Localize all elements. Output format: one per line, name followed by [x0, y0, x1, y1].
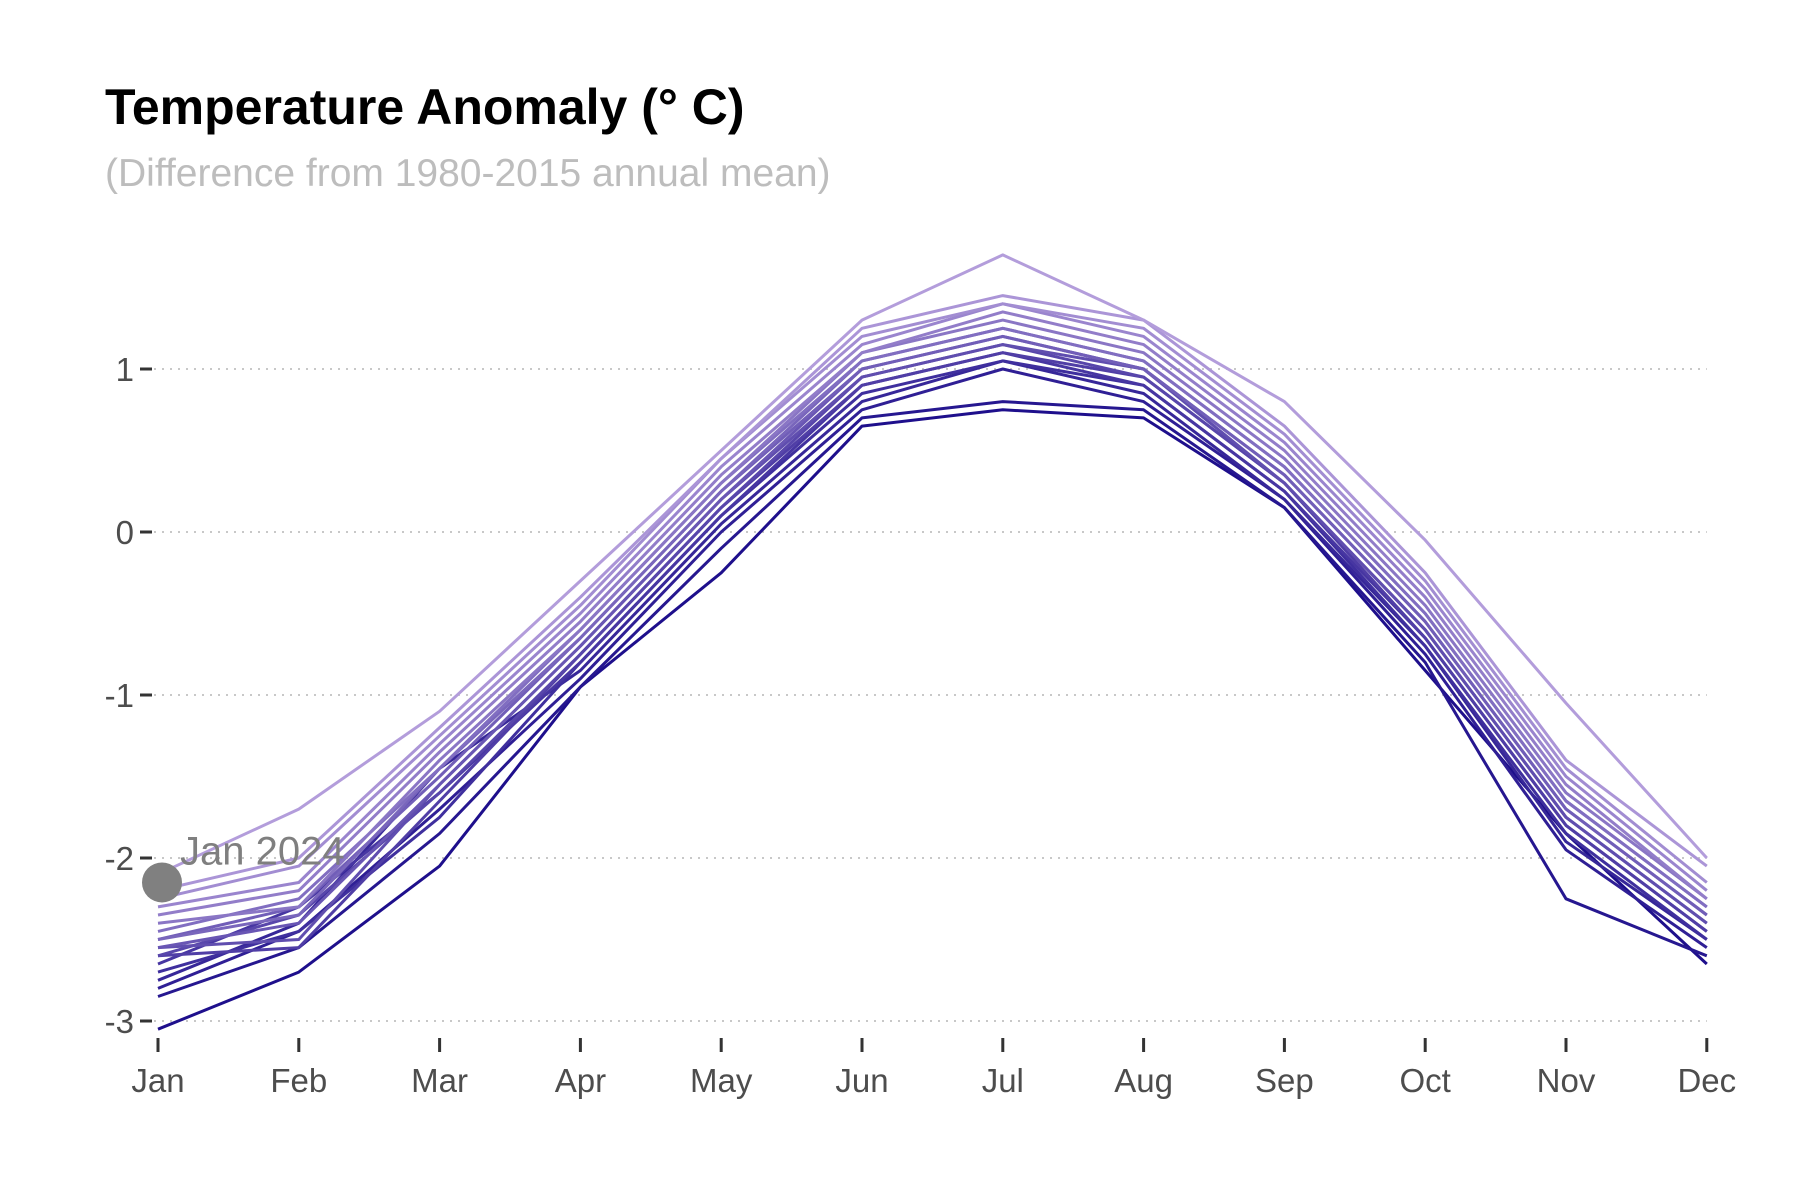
x-tick-label: Jan — [131, 1062, 184, 1099]
series-line — [157, 318, 1708, 925]
series-line — [157, 334, 1708, 941]
y-tick-label: -2 — [105, 840, 134, 877]
chart-subtitle: (Difference from 1980-2015 annual mean) — [105, 152, 831, 195]
series-line — [157, 343, 1708, 950]
y-tick-label: 0 — [116, 514, 134, 551]
x-tick-label: Aug — [1114, 1062, 1173, 1099]
y-tick-label: -3 — [105, 1003, 134, 1040]
series-line — [157, 326, 1708, 933]
series-line — [157, 408, 1708, 1031]
series-line — [157, 343, 1708, 958]
current-point-marker — [142, 862, 182, 903]
series-line — [157, 359, 1708, 974]
x-tick-label: Sep — [1255, 1062, 1314, 1099]
series-line — [157, 302, 1708, 909]
x-tick-label: Apr — [555, 1062, 606, 1099]
x-tick-label: May — [690, 1062, 753, 1099]
y-tick-label: -1 — [105, 677, 134, 714]
series-line — [157, 326, 1708, 941]
x-tick-label: Jun — [835, 1062, 888, 1099]
series-line — [157, 400, 1708, 998]
series-line — [157, 367, 1708, 990]
series-line — [157, 302, 1708, 901]
x-tick-label: Nov — [1537, 1062, 1596, 1099]
x-tick-label: Oct — [1400, 1062, 1451, 1099]
series-line — [157, 253, 1708, 876]
series-line — [157, 351, 1708, 958]
x-tick-label: Feb — [270, 1062, 327, 1099]
chart-title: Temperature Anomaly (° C) — [105, 79, 745, 135]
x-tick-label: Jul — [982, 1062, 1024, 1099]
series-line — [157, 310, 1708, 917]
series-line — [157, 294, 1708, 893]
annotation-label: Jan 2024 — [180, 829, 345, 873]
x-tick-label: Dec — [1677, 1062, 1736, 1099]
y-tick-label: 1 — [116, 351, 134, 388]
x-tick-label: Mar — [411, 1062, 468, 1099]
